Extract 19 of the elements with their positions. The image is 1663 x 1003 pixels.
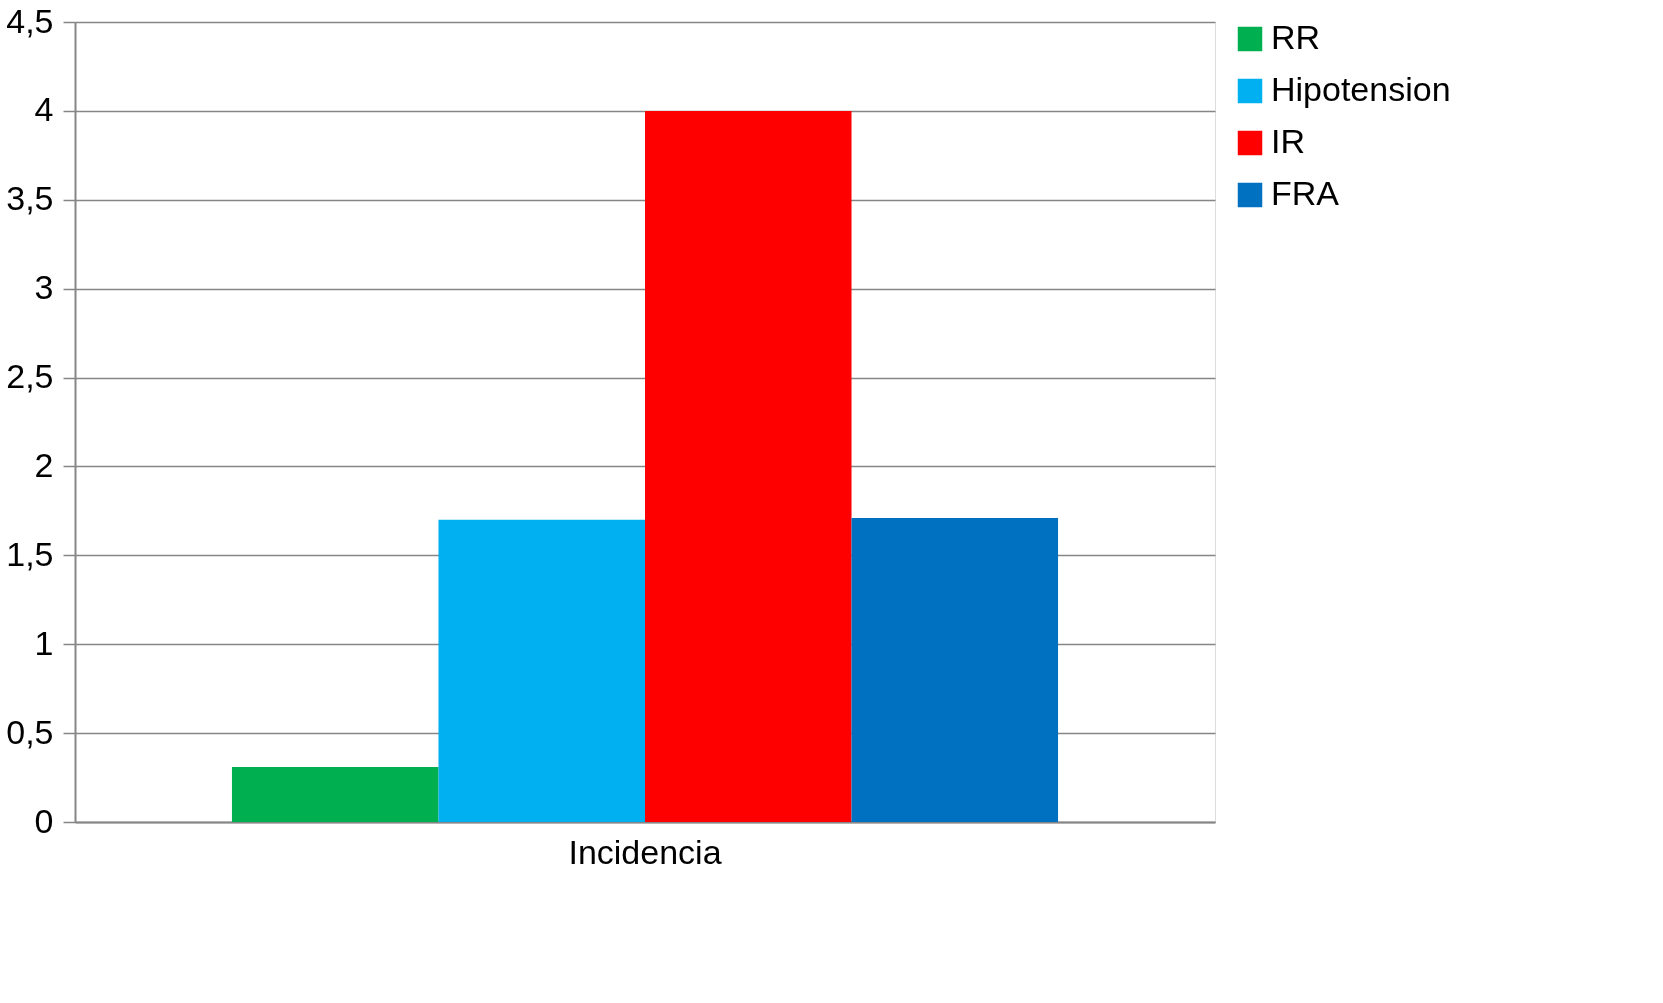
- y-tick-label: 1: [34, 623, 54, 662]
- bar: [231, 766, 439, 822]
- y-tick-label: 2,5: [6, 357, 54, 396]
- bar: [645, 110, 852, 822]
- y-tick-label: 3: [34, 268, 54, 307]
- y-tick-label: 0: [34, 801, 54, 840]
- legend-label: IR: [1271, 122, 1305, 160]
- legend-label: FRA: [1271, 174, 1340, 212]
- y-tick-label: 2: [34, 445, 54, 484]
- legend-label: Hipotension: [1271, 70, 1451, 108]
- bar: [438, 519, 645, 822]
- y-tick-label: 1,5: [6, 534, 54, 573]
- y-tick-label: 4,5: [6, 1, 54, 40]
- y-tick-label: 4: [34, 90, 54, 129]
- y-tick-label: 3,5: [6, 179, 54, 218]
- x-tick-label: Incidencia: [568, 832, 722, 871]
- legend-label: RR: [1271, 18, 1321, 56]
- bar: [851, 518, 1059, 822]
- y-tick-label: 0,5: [6, 712, 54, 751]
